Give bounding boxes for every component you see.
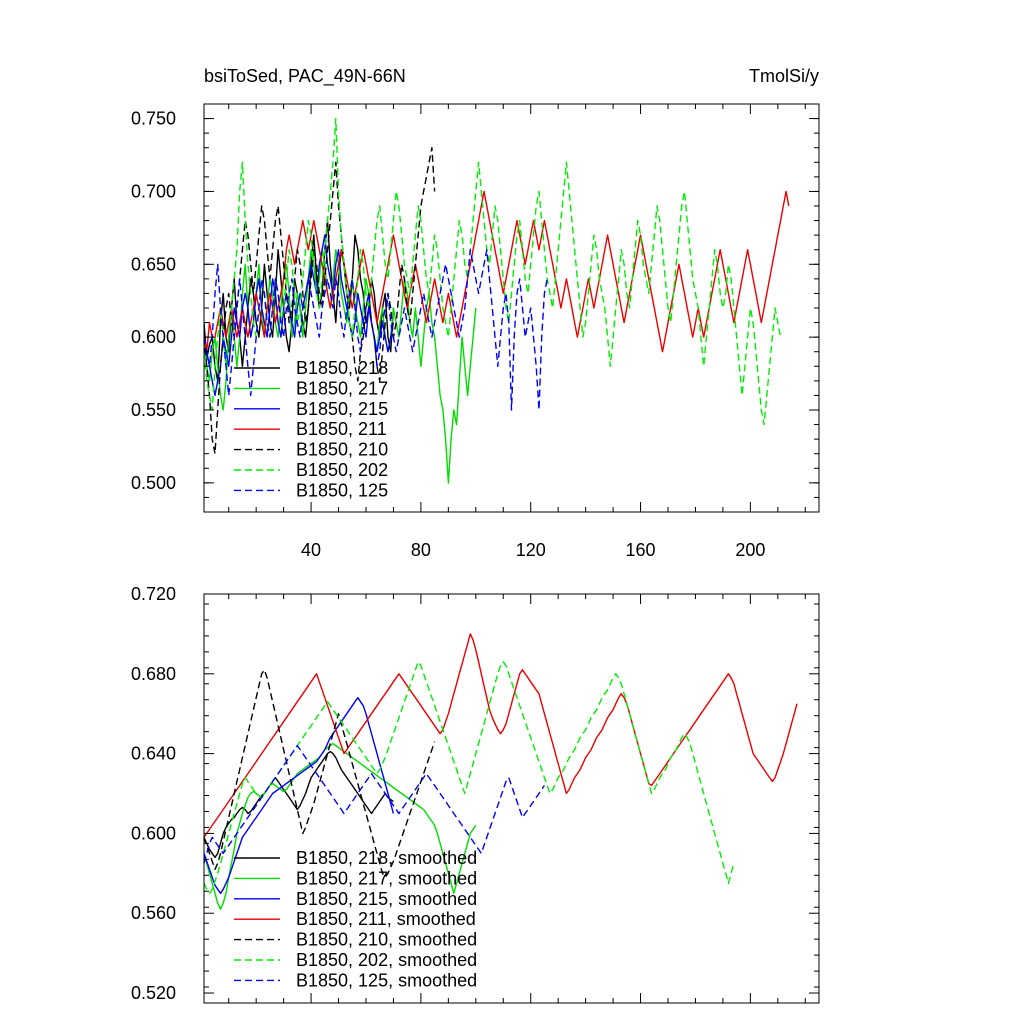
- top-x-tick-label: 80: [411, 540, 431, 560]
- bottom-y-tick-label: 0.720: [131, 584, 176, 604]
- bottom-legend-label-3: B1850, 211, smoothed: [296, 909, 476, 929]
- bottom-series-line-3: [204, 633, 798, 838]
- top-x-tick-label: 120: [516, 540, 546, 560]
- top-y-tick-label: 0.650: [131, 254, 176, 274]
- bottom-y-tick-label: 0.680: [131, 664, 176, 684]
- top-legend-label-5: B1850, 202: [296, 460, 388, 480]
- top-legend-label-6: B1850, 125: [296, 480, 388, 500]
- top-legend-label-1: B1850, 217: [296, 378, 388, 398]
- top-series-line-5: [204, 117, 782, 426]
- top-y-tick-label: 0.500: [131, 473, 176, 493]
- top-series-line-3: [204, 190, 790, 353]
- top-legend-label-2: B1850, 215: [296, 399, 388, 419]
- bottom-y-tick-label: 0.520: [131, 983, 176, 1003]
- bottom-y-tick-label: 0.600: [131, 823, 176, 843]
- top-x-tick-label: 200: [735, 540, 765, 560]
- top-chart-title-right: TmolSi/y: [749, 66, 819, 86]
- top-y-tick-label: 0.600: [131, 327, 176, 347]
- top-chart-title-left: bsiToSed, PAC_49N-66N: [204, 66, 406, 87]
- bottom-y-tick-label: 0.560: [131, 903, 176, 923]
- bottom-series-line-4: [204, 669, 436, 878]
- top-series-line-6: [204, 248, 548, 411]
- top-legend-label-0: B1850, 218: [296, 358, 388, 378]
- bottom-plot-frame: [203, 593, 820, 1004]
- bottom-legend-label-4: B1850, 210, smoothed: [296, 930, 477, 950]
- top-x-tick-label: 160: [626, 540, 656, 560]
- bottom-series-line-1: [204, 742, 477, 910]
- top-y-tick-label: 0.750: [131, 109, 176, 129]
- top-legend-label-4: B1850, 210: [296, 440, 388, 460]
- top-y-tick-label: 0.700: [131, 181, 176, 201]
- bottom-series-line-6: [204, 744, 545, 864]
- top-series-line-4: [204, 146, 436, 455]
- bottom-legend-label-5: B1850, 202, smoothed: [296, 950, 477, 970]
- top-y-tick-label: 0.550: [131, 400, 176, 420]
- top-legend-label-3: B1850, 211: [296, 419, 387, 439]
- bottom-legend-label-1: B1850, 217, smoothed: [296, 868, 477, 888]
- bottom-legend-label-2: B1850, 215, smoothed: [296, 889, 477, 909]
- bottom-legend-label-0: B1850, 218, smoothed: [296, 848, 477, 868]
- top-x-tick-label: 40: [301, 540, 321, 560]
- bottom-legend-label-6: B1850, 125, smoothed: [296, 970, 477, 990]
- bottom-y-tick-label: 0.640: [131, 744, 176, 764]
